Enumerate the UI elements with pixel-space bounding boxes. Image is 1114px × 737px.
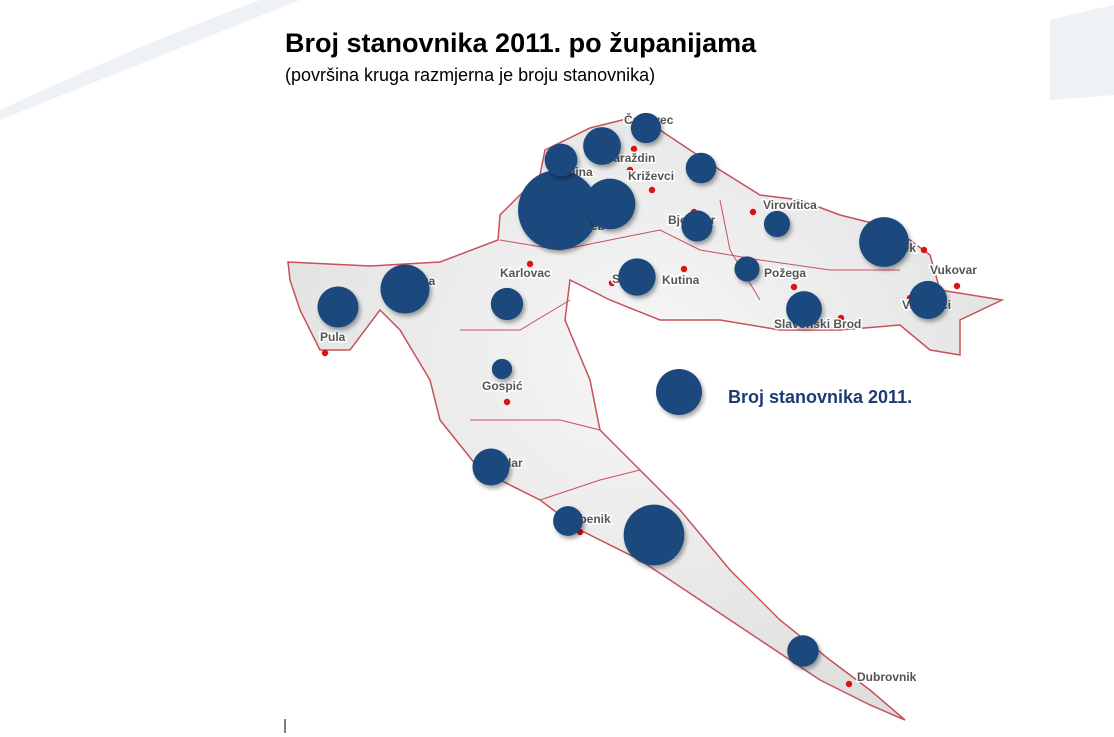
decor xyxy=(0,0,300,120)
city-label: Kutina xyxy=(662,273,700,287)
town-dot xyxy=(648,186,656,194)
town-dot xyxy=(503,398,511,406)
town-dot xyxy=(526,260,534,268)
city-label: Požega xyxy=(764,266,806,280)
city-label: Križevci xyxy=(628,169,674,183)
title: Broj stanovnika 2011. po županijama xyxy=(285,28,757,58)
decor xyxy=(1050,5,1114,100)
city-label: Gospić xyxy=(482,379,523,393)
population-bubble xyxy=(859,217,909,267)
population-bubble xyxy=(908,280,948,320)
croatia-outline xyxy=(287,117,1005,721)
city-label: Dubrovnik xyxy=(857,670,917,684)
city-label: Vukovar xyxy=(930,263,977,277)
town-dot xyxy=(837,314,845,322)
town-dot xyxy=(953,282,961,290)
population-bubble xyxy=(681,210,713,242)
population-bubble xyxy=(734,256,760,282)
town-dot xyxy=(790,283,798,291)
population-bubble xyxy=(317,286,359,328)
population-bubble xyxy=(380,264,430,314)
town-dot xyxy=(920,246,928,254)
town-dot xyxy=(630,145,638,153)
city-label: Virovitica xyxy=(763,198,817,212)
population-bubble xyxy=(618,258,656,296)
city-label: Karlovac xyxy=(500,266,551,280)
town-dot xyxy=(321,349,329,357)
population-bubble xyxy=(491,358,513,380)
town-dot xyxy=(749,208,757,216)
population-bubble xyxy=(623,504,685,566)
population-bubble xyxy=(553,506,583,536)
population-bubble xyxy=(630,112,662,144)
town-dot xyxy=(845,680,853,688)
population-bubble xyxy=(786,291,822,327)
population-bubble xyxy=(544,143,578,177)
population-bubble xyxy=(787,635,819,667)
population-bubble xyxy=(685,152,717,184)
town-dot xyxy=(608,279,616,287)
legend-symbol xyxy=(656,369,702,415)
town-dot xyxy=(680,265,688,273)
population-bubble xyxy=(518,170,598,250)
city-label: Pula xyxy=(320,330,346,344)
population-bubble xyxy=(583,127,621,165)
population-bubble xyxy=(472,448,510,486)
subtitle: (površina kruga razmjerna je broju stano… xyxy=(285,65,655,85)
population-bubble xyxy=(584,178,636,230)
town-dot xyxy=(626,166,634,174)
legend-label: Broj stanovnika 2011. xyxy=(728,387,912,407)
population-bubble xyxy=(490,287,524,321)
population-bubble xyxy=(763,210,791,238)
